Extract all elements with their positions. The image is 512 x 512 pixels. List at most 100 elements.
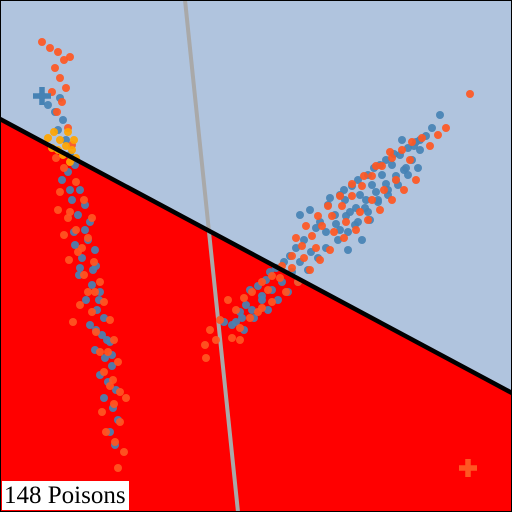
scatter-point [51,64,59,72]
scatter-point [64,214,72,222]
scatter-point [336,192,344,200]
scatter-point [228,334,236,342]
scatter-point [72,226,80,234]
scatter-point [358,182,366,190]
scatter-point [368,181,376,189]
scatter-point [248,288,256,296]
scatter-point [276,274,284,282]
scatter-point [372,188,380,196]
scatter-point [102,428,110,436]
scatter-point [242,301,250,309]
scatter-point [88,281,96,289]
scatter-point [406,156,414,164]
scatter-point [434,131,442,139]
scatter-point [116,418,124,426]
scatter-point [306,266,314,274]
scatter-point [58,176,66,184]
decision-boundary-line [0,117,512,395]
scatter-point [110,336,118,344]
scatter-point [324,202,332,210]
scatter-point [103,336,111,344]
scatter-point [96,348,104,356]
scatter-point [120,448,128,456]
scatter-point [201,341,209,349]
scatter-point [82,296,90,304]
scatter-point [414,164,422,172]
scatter-point [288,252,296,260]
scatter-point [236,336,244,344]
scatter-point [76,264,84,272]
scatter-point [202,354,210,362]
scatter-point [96,278,104,286]
scatter-point [86,321,94,329]
scatter-point [398,136,406,144]
scatter-point [354,176,362,184]
scatter-point [56,188,64,196]
scatter-point [106,382,114,390]
scatter-point [84,288,92,296]
scatter-point [258,304,266,312]
scatter-point [224,296,232,304]
scatter-point [466,90,474,98]
scatter-point [59,116,67,124]
scatter-point [232,306,240,314]
scatter-point [111,438,119,446]
scatter-point [378,162,386,170]
scatter-point [348,180,356,188]
scatter-point [98,331,106,339]
scatter-point [78,244,86,252]
scatter-point [88,308,96,316]
scatter-point [206,326,214,334]
scatter-point [344,228,352,236]
scatter-point [62,84,70,92]
scatter-point [368,196,376,204]
scatter-point [53,108,61,116]
scatter-point [268,298,276,306]
scatter-point [78,254,86,262]
scatter-point [65,256,73,264]
scatter-point [91,288,99,296]
scatter-point [356,208,364,216]
scatter-point [368,172,376,180]
scatter-point [342,212,350,220]
scatter-point [44,101,52,109]
scatter-point [90,258,98,266]
scatter-point [64,128,72,136]
scatter-point [56,136,64,144]
scatter-point [109,376,117,384]
scatter-point [388,196,396,204]
scatter-point [282,288,290,296]
scatter-point [412,176,420,184]
scatter-point [52,154,60,162]
scatter-point [372,162,380,170]
scatter-point [436,111,444,119]
scatter-point [364,216,372,224]
scatter-point [312,244,320,252]
scatter-point [101,354,109,362]
scatter-point [240,294,248,302]
scatter-point [92,328,100,336]
scatter-point [44,134,52,142]
scatter-point [236,324,244,332]
scatter-point [74,211,82,219]
scatter-point [442,124,450,132]
scatter-point [81,226,89,234]
scatter-point [88,214,96,222]
scatter-point [54,206,62,214]
scatter-point [408,138,416,146]
scatter-point [378,171,386,179]
scatter-point [298,242,306,250]
scatter-point [326,246,334,254]
scatter-point [114,464,122,472]
scatter-point [404,171,412,179]
scatter-point [392,176,400,184]
scatter-point [302,222,310,230]
scatter-point [356,191,364,199]
scatter-point [106,316,114,324]
scatter-point [100,298,108,306]
scatter-point [330,228,338,236]
scatter-point [84,234,92,242]
scatter-point [108,362,116,370]
scatter-point [426,142,434,150]
scatter-point [264,286,272,294]
